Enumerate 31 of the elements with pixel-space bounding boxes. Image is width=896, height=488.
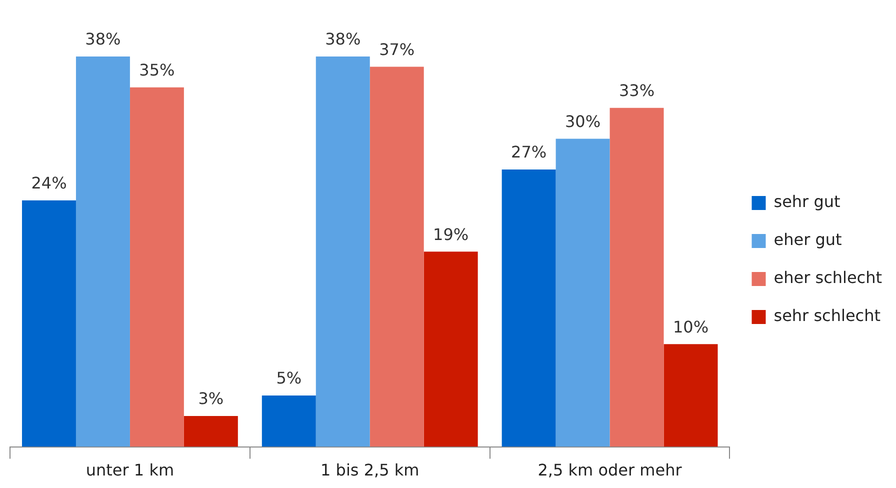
data-label: 30% bbox=[565, 112, 601, 131]
bar bbox=[184, 416, 238, 447]
data-label: 27% bbox=[511, 142, 547, 162]
data-label: 24% bbox=[31, 173, 67, 192]
legend-label: sehr schlecht bbox=[774, 306, 880, 326]
data-label: 5% bbox=[276, 368, 302, 388]
data-label: 10% bbox=[672, 317, 709, 336]
bar bbox=[262, 395, 316, 447]
data-label: 37% bbox=[379, 40, 415, 59]
bar bbox=[610, 108, 664, 447]
bar bbox=[76, 56, 130, 447]
data-label: 35% bbox=[139, 60, 175, 80]
data-label: 19% bbox=[433, 224, 469, 244]
x-tick-label: unter 1 km bbox=[86, 460, 174, 480]
bar bbox=[316, 56, 370, 447]
data-label: 3% bbox=[198, 389, 224, 408]
legend-label: eher schlecht bbox=[774, 268, 882, 288]
bar bbox=[556, 138, 610, 447]
bar bbox=[502, 170, 556, 447]
data-label: 38% bbox=[325, 30, 361, 49]
data-label: 38% bbox=[85, 30, 121, 49]
bar bbox=[370, 66, 424, 447]
x-tick-label: 2,5 km oder mehr bbox=[538, 460, 682, 480]
legend-label: eher gut bbox=[774, 230, 842, 250]
bar bbox=[664, 344, 718, 447]
x-tick-label: 1 bis 2,5 km bbox=[320, 460, 420, 480]
bar bbox=[424, 252, 478, 447]
bar bbox=[130, 87, 184, 447]
bar bbox=[22, 200, 76, 447]
legend-label: sehr gut bbox=[774, 192, 840, 212]
data-label: 33% bbox=[618, 81, 655, 100]
